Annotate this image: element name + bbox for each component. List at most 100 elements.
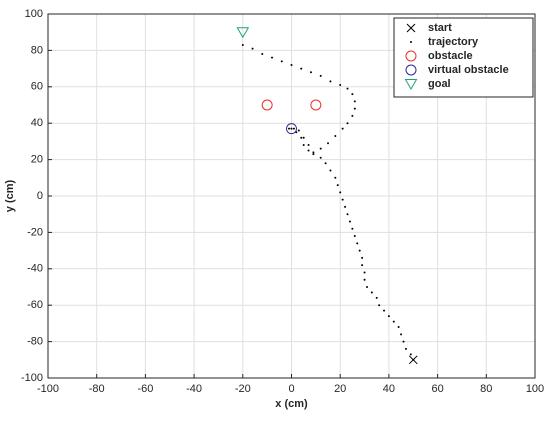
data-point <box>251 47 254 50</box>
data-point <box>346 213 349 216</box>
data-point <box>300 67 303 70</box>
data-point <box>280 60 283 63</box>
data-point <box>339 191 342 194</box>
x-tick-label: 80 <box>480 383 492 395</box>
x-tick-label: -100 <box>37 383 59 395</box>
y-tick-label: 20 <box>31 154 43 166</box>
y-tick-label: 60 <box>31 81 43 93</box>
x-tick-label: -20 <box>235 383 251 395</box>
data-point <box>341 127 344 130</box>
data-point <box>334 134 337 137</box>
data-point <box>358 249 361 252</box>
data-point <box>351 227 354 230</box>
data-point <box>302 144 305 147</box>
data-point <box>312 153 315 156</box>
data-point <box>290 127 293 130</box>
data-point <box>302 136 305 139</box>
data-point <box>363 278 366 281</box>
legend-label: trajectory <box>428 36 479 48</box>
data-point <box>400 333 403 336</box>
x-axis-label: x (cm) <box>275 398 308 410</box>
data-point <box>341 198 344 201</box>
y-tick-label: -20 <box>27 226 43 238</box>
axes-box <box>47 13 536 379</box>
data-point <box>346 122 349 125</box>
data-point <box>356 242 359 245</box>
data-point <box>288 127 291 130</box>
y-tick-label: -60 <box>27 299 43 311</box>
legend-marker <box>404 79 418 90</box>
data-point <box>370 291 373 294</box>
data-point <box>402 340 405 343</box>
x-tick-label: 20 <box>334 383 346 395</box>
data-point <box>319 74 322 77</box>
x-tick-label: -80 <box>89 383 105 395</box>
data-point <box>327 142 330 145</box>
data-point <box>353 235 356 238</box>
data-point <box>351 114 354 117</box>
data-point <box>297 129 300 132</box>
y-tick-label: 100 <box>25 8 43 20</box>
data-point <box>271 56 274 59</box>
data-point <box>290 63 293 66</box>
data-point <box>310 99 322 111</box>
x-tick-label: 60 <box>431 383 443 395</box>
y-tick-label: -80 <box>27 336 43 348</box>
y-tick-label: -40 <box>27 263 43 275</box>
y-tick-label: 0 <box>37 190 43 202</box>
data-point <box>236 27 250 39</box>
data-point <box>309 71 312 74</box>
x-tick-label: 40 <box>383 383 395 395</box>
x-tick-label: 0 <box>288 383 294 395</box>
data-point <box>319 156 322 159</box>
data-point <box>319 147 322 150</box>
x-tick-label: -60 <box>137 383 153 395</box>
legend-marker <box>410 41 412 43</box>
data-point <box>378 304 381 307</box>
data-point <box>329 80 332 83</box>
data-point <box>363 271 366 274</box>
data-point <box>409 353 412 356</box>
legend-label: virtual obstacle <box>428 64 509 76</box>
y-axis-label: y (cm) <box>4 179 16 212</box>
data-point <box>346 87 349 90</box>
legend-label: obstacle <box>428 50 473 62</box>
legend-box <box>393 17 534 98</box>
x-tick-label: 100 <box>526 383 544 395</box>
data-point <box>241 43 244 46</box>
data-point <box>292 127 295 130</box>
legend-marker <box>406 23 416 33</box>
data-point <box>261 53 264 56</box>
data-point <box>261 99 273 111</box>
data-point <box>361 256 364 259</box>
data-point <box>375 296 378 299</box>
y-tick-label: 80 <box>31 44 43 56</box>
data-point <box>383 309 386 312</box>
data-point <box>334 176 337 179</box>
data-point <box>387 315 390 318</box>
data-point <box>307 144 310 147</box>
data-point <box>361 264 364 267</box>
data-point <box>344 205 347 208</box>
data-point <box>329 169 332 172</box>
data-point <box>353 107 356 110</box>
x-tick-label: -40 <box>186 383 202 395</box>
data-point <box>404 347 407 350</box>
data-point <box>353 100 356 103</box>
data-point <box>339 83 342 86</box>
data-point <box>324 162 327 165</box>
legend-marker <box>405 64 417 76</box>
data-point <box>397 326 400 329</box>
legend-label: goal <box>428 78 451 90</box>
y-tick-label: -100 <box>21 372 43 384</box>
data-point <box>351 93 354 96</box>
data-point <box>365 286 368 288</box>
data-point <box>336 184 339 187</box>
data-point <box>307 149 310 152</box>
data-point <box>286 123 297 135</box>
y-tick-label: 40 <box>31 117 43 129</box>
data-point <box>412 358 415 361</box>
data-point <box>300 136 303 139</box>
data-point <box>348 220 351 223</box>
